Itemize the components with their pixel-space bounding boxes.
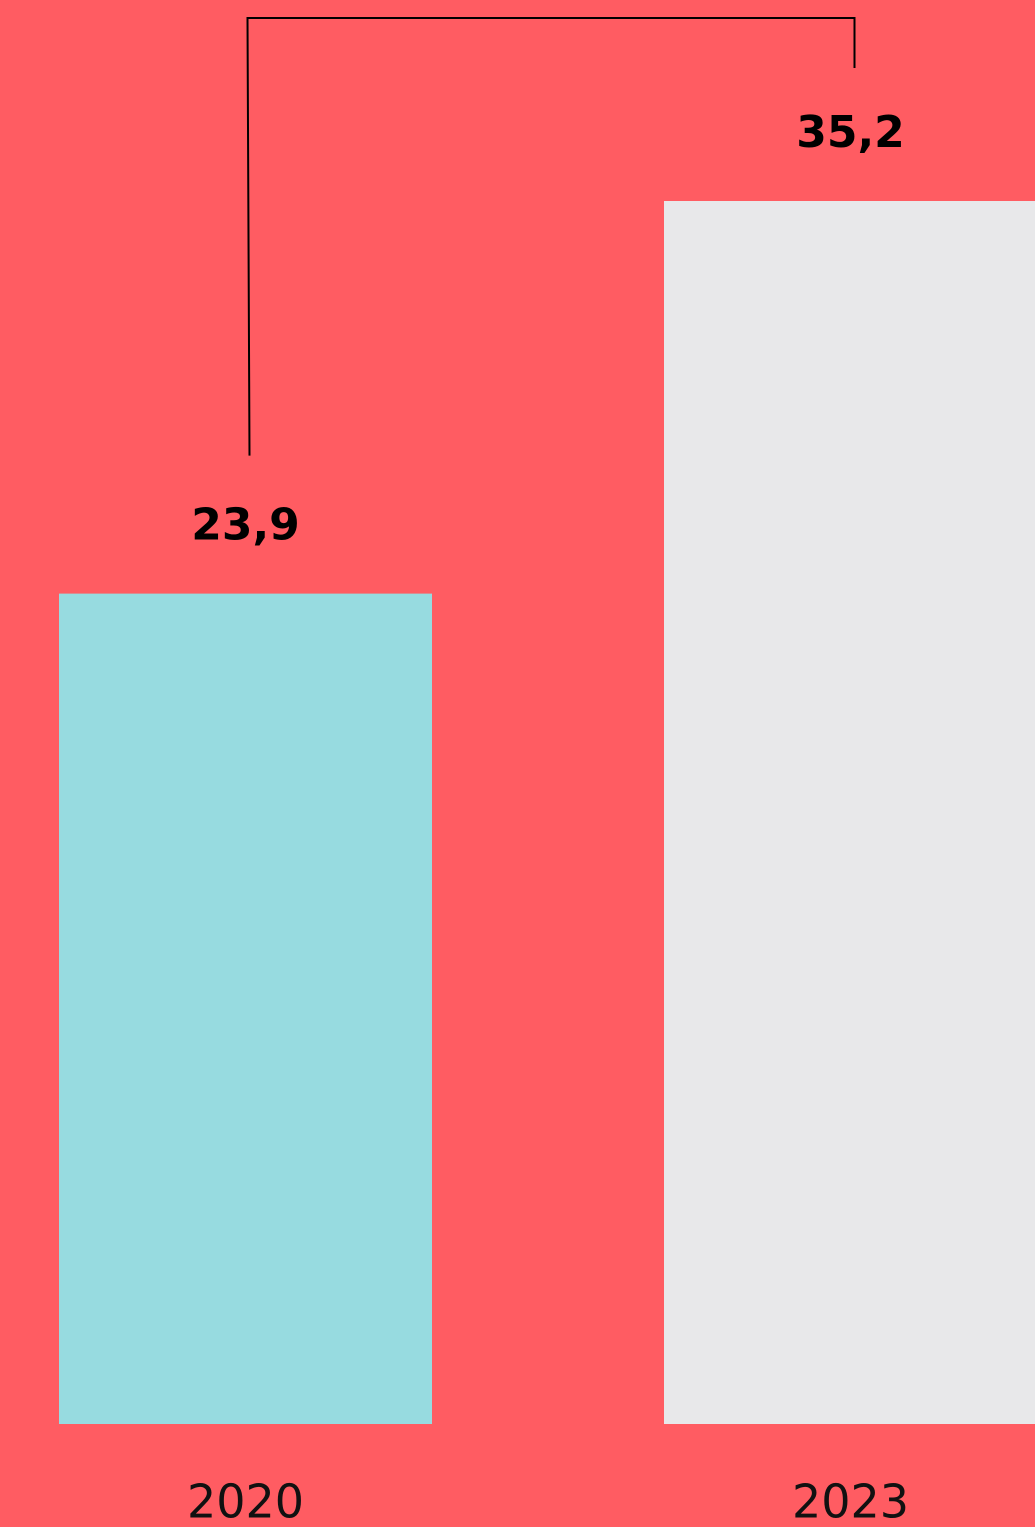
bar [664, 201, 1035, 1424]
connector [246, 17, 856, 456]
bar [59, 593, 432, 1424]
value-label: 23,9 [191, 500, 300, 551]
category-label: 2023 [792, 1475, 909, 1527]
value-label: 35,2 [796, 107, 905, 158]
category-label: 2020 [187, 1475, 304, 1527]
